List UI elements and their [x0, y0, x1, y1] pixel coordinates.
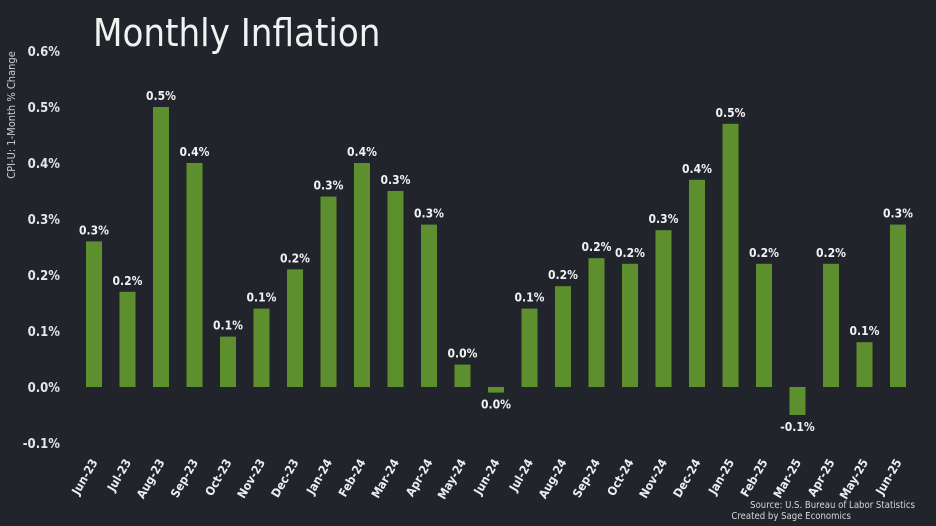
- data-label: 0.0%: [481, 398, 511, 412]
- data-label: 0.3%: [649, 212, 679, 226]
- bar: [722, 123, 739, 388]
- bars-group: [86, 107, 906, 415]
- data-label: 0.3%: [414, 207, 444, 221]
- x-tick-label: Sep-24: [570, 456, 604, 500]
- data-label: 0.3%: [79, 223, 109, 237]
- bar: [186, 163, 203, 387]
- data-label: 0.2%: [280, 251, 310, 265]
- y-tick-label: -0.1%: [23, 437, 61, 452]
- data-label: 0.2%: [582, 240, 612, 254]
- created-by-note: Created by Sage Economics: [731, 511, 851, 522]
- bar: [153, 107, 169, 387]
- bar: [253, 308, 270, 387]
- data-label: 0.1%: [515, 291, 545, 305]
- y-tick-label: 0.2%: [28, 269, 61, 284]
- bar: [454, 364, 471, 387]
- y-axis-ticks: -0.1% 0.0% 0.1% 0.2% 0.3% 0.4% 0.5% 0.6%: [23, 45, 61, 452]
- x-tick-label: Apr-24: [403, 456, 436, 499]
- bar: [421, 224, 437, 387]
- x-tick-label: Dec-23: [268, 457, 301, 501]
- x-tick-label: Oct-24: [604, 456, 636, 498]
- data-labels-group: 0.3%0.2%0.5%0.4%0.1%0.1%0.2%0.3%0.4%0.3%…: [79, 89, 913, 434]
- data-label: 0.1%: [247, 291, 277, 305]
- x-tick-label: Jul-24: [506, 456, 536, 495]
- y-tick-label: 0.1%: [28, 325, 61, 340]
- x-tick-label: Nov-24: [636, 456, 670, 501]
- bar: [756, 263, 772, 387]
- x-tick-label: Jul-23: [104, 457, 134, 495]
- data-label: 0.4%: [682, 162, 712, 176]
- data-label: 0.0%: [448, 347, 478, 361]
- bar: [119, 291, 136, 387]
- x-tick-label: Oct-23: [202, 457, 234, 499]
- x-tick-label: Jan-25: [705, 457, 737, 498]
- bar: [856, 342, 873, 387]
- data-label: 0.2%: [749, 246, 779, 260]
- data-label: 0.2%: [615, 246, 645, 260]
- bar: [86, 241, 102, 387]
- y-tick-label: 0.4%: [28, 157, 61, 172]
- bar: [354, 163, 370, 387]
- data-label: -0.1%: [780, 420, 815, 434]
- bar: [220, 336, 236, 387]
- bar: [287, 269, 303, 387]
- data-label: 0.3%: [381, 173, 411, 187]
- data-label: 0.5%: [716, 106, 746, 120]
- bar: [521, 308, 538, 387]
- data-label: 0.5%: [146, 89, 176, 103]
- y-tick-label: 0.5%: [28, 101, 61, 116]
- bar: [320, 196, 337, 387]
- x-tick-label: Jun-24: [471, 456, 503, 498]
- x-tick-label: Aug-23: [134, 457, 168, 501]
- x-tick-label: Aug-24: [536, 456, 570, 501]
- data-label: 0.4%: [180, 145, 210, 159]
- data-label: 0.3%: [883, 207, 913, 221]
- bar: [622, 263, 638, 387]
- data-label: 0.1%: [213, 319, 243, 333]
- data-label: 0.1%: [850, 324, 880, 338]
- data-label: 0.2%: [548, 268, 578, 282]
- bar: [588, 258, 605, 387]
- data-label: 0.4%: [347, 145, 377, 159]
- chart-title: Monthly Inflation: [93, 11, 380, 55]
- bar: [890, 224, 906, 387]
- bar: [555, 286, 571, 387]
- x-tick-label: Mar-25: [771, 457, 805, 501]
- x-tick-label: Nov-23: [234, 457, 268, 501]
- bar: [789, 387, 806, 415]
- bar: [823, 263, 839, 387]
- x-tick-label: May-25: [837, 457, 871, 502]
- x-tick-label: Feb-24: [336, 456, 369, 499]
- x-tick-label: Jun-25: [873, 457, 905, 499]
- x-tick-label: Mar-24: [369, 456, 403, 501]
- bar: [689, 179, 705, 387]
- x-tick-label: Jan-24: [303, 456, 335, 498]
- x-tick-label: Jun-23: [69, 457, 101, 499]
- x-tick-label: May-24: [435, 456, 469, 502]
- x-tick-label: Dec-24: [670, 456, 703, 500]
- x-tick-label: Sep-23: [168, 457, 201, 501]
- x-tick-label: Apr-25: [805, 457, 838, 499]
- x-tick-label: Feb-25: [738, 457, 771, 500]
- y-axis-label: CPI-U: 1-Month % Change: [5, 51, 18, 179]
- bar: [488, 387, 504, 393]
- y-tick-label: 0.3%: [28, 213, 61, 228]
- x-axis-ticks: Jun-23 Jul-23 Aug-23 Sep-23 Oct-23 Nov-23 Dec-…: [69, 456, 905, 502]
- y-tick-label: 0.6%: [28, 45, 61, 60]
- data-label: 0.2%: [113, 274, 143, 288]
- data-label: 0.2%: [816, 246, 846, 260]
- bar: [655, 230, 672, 387]
- data-label: 0.3%: [314, 179, 344, 193]
- bar: [387, 191, 404, 387]
- source-note: Source: U.S. Bureau of Labor Statistics: [750, 500, 915, 511]
- y-tick-label: 0.0%: [28, 381, 61, 396]
